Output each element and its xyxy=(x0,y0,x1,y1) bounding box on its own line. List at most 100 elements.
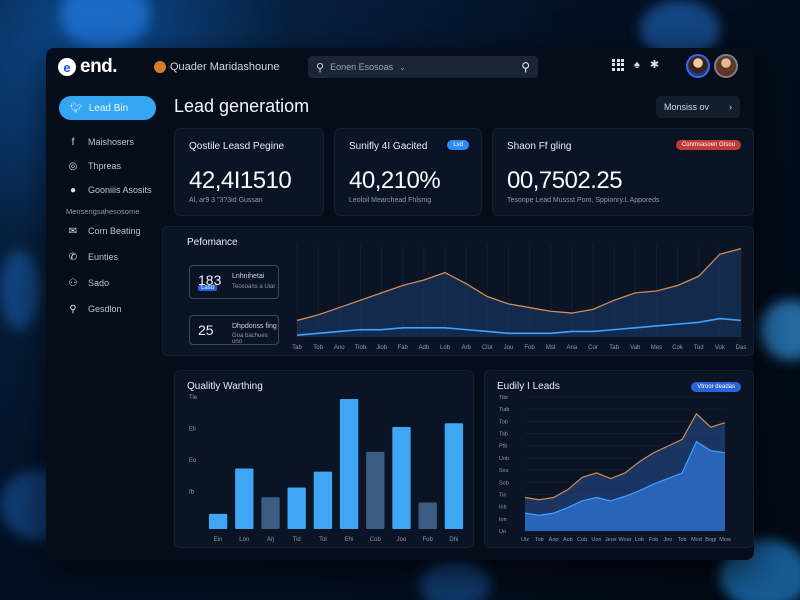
avatar[interactable] xyxy=(714,54,738,78)
x-tick-label: Cob xyxy=(370,537,382,543)
sidebar-section-label: Mensengsahesosome xyxy=(66,207,140,216)
x-tick-label: Jou xyxy=(504,345,514,351)
x-tick-label: Lob xyxy=(635,537,644,543)
chevron-down-icon[interactable]: ⌄ xyxy=(399,62,406,72)
search-input[interactable]: Eonen Esosoas xyxy=(330,62,394,72)
y-tick-label: Eli xyxy=(189,427,196,433)
kpi-badge: Conmsasoen Gtsou xyxy=(675,140,741,150)
sidebar-item-sado[interactable]: ⚇ Sado xyxy=(46,271,162,295)
people-icon: ⚇ xyxy=(68,277,78,289)
logo[interactable]: e end. xyxy=(58,56,118,78)
main-content: Lead generatiom Monsiss ov › Qostile Lea… xyxy=(162,86,754,560)
x-tick-label: Jeos xyxy=(605,537,617,543)
notification-icon[interactable]: ♠ xyxy=(634,58,640,71)
y-tick-label: Eo xyxy=(189,458,197,464)
monsiss-dropdown[interactable]: Monsiss ov › xyxy=(656,96,740,118)
legend-value: 25 xyxy=(198,322,214,338)
x-tick-label: Arb xyxy=(461,345,471,351)
x-tick-label: Fob xyxy=(649,537,658,543)
sidebar-item-label: Maishosers xyxy=(88,137,135,147)
lead-bin-button[interactable]: 🐦︎ Lead Bin xyxy=(59,96,156,120)
kpi-badge: Lsd xyxy=(447,140,469,150)
settings-icon[interactable]: ✱ xyxy=(649,59,660,71)
apps-grid-icon[interactable] xyxy=(612,58,624,71)
quality-card: Qualitly Warthing Tie Eli Eo Ib Ein Lon Arj Tid… xyxy=(174,370,474,548)
search-submit-icon[interactable]: ⚲ xyxy=(521,60,530,74)
x-tick-label: Bogi xyxy=(705,537,716,543)
y-tick-label: Tie xyxy=(189,395,198,401)
bar xyxy=(339,399,359,529)
quality-chart: Tie Eli Eo Ib Ein Lon Arj Tid Tol Ehi Cob Joo Fob Dhi xyxy=(189,395,464,543)
kpi-value: 40,210% xyxy=(349,167,441,194)
leads-series-1-line xyxy=(524,412,726,501)
y-tick-label: Sos xyxy=(499,468,509,474)
x-tick-label: Mst xyxy=(546,345,556,351)
leads-card: Eudily I Leads Vtroor deadas Tibr Tiab Tob… xyxy=(484,370,754,548)
facebook-icon: f xyxy=(71,136,75,148)
chat-icon: ● xyxy=(69,184,77,196)
x-tick-label: Aob xyxy=(563,537,573,543)
sidebar-item-label: Gooniiis Asosits xyxy=(88,185,152,195)
x-tick-label: Jiob xyxy=(376,345,388,351)
x-tick-label: Cob xyxy=(577,537,587,543)
y-tick-label: Ptb xyxy=(499,444,507,450)
leads-badge[interactable]: Vtroor deadas xyxy=(691,382,741,392)
y-tick-label: Tab xyxy=(499,432,508,438)
kpi-value: 00,7502.25 xyxy=(507,167,623,194)
x-tick-label: Tol xyxy=(319,537,327,543)
x-tick-label: Tiob xyxy=(355,345,367,351)
search-bar[interactable]: ⚲ Eonen Esosoas ⌄ ⚲ xyxy=(308,56,538,78)
sidebar-item-label: Gesdlon xyxy=(88,304,122,314)
x-tick-label: Vok xyxy=(715,345,726,351)
leads-area-2 xyxy=(525,441,725,531)
leads-title: Eudily I Leads xyxy=(497,381,560,392)
legend-value: 183 xyxy=(198,272,222,288)
performance-legend-1[interactable]: 183 Lasd Lnhnihetai Teosoans a Uiar xyxy=(189,265,279,299)
avatars xyxy=(686,54,738,78)
x-tick-label: Uon xyxy=(591,537,601,543)
x-tick-label: Lob xyxy=(440,345,451,351)
search-icon: ⚲ xyxy=(316,61,325,74)
avatar[interactable] xyxy=(686,54,710,78)
sidebar: 🐦︎ Lead Bin f Maishosers ◎ Thpreas ● Goo… xyxy=(46,86,162,560)
sidebar-item-thpreas[interactable]: ◎ Thpreas xyxy=(46,154,162,178)
performance-chart: Tab Tob Ano Tiob Jiob Fab Adb Lob Arb Clot Jou Fob M… xyxy=(292,245,746,351)
app-window: e end. Quader Maridashoune ⚲ Eonen Esoso… xyxy=(46,48,754,560)
sidebar-item-gooniiis[interactable]: ● Gooniiis Asosits xyxy=(46,178,162,202)
x-tick-label: Adb xyxy=(419,345,430,351)
performance-title: Pefomance xyxy=(187,237,238,248)
x-tick-label: Tob xyxy=(313,345,323,351)
top-bar: e end. Quader Maridashoune ⚲ Eonen Esoso… xyxy=(46,48,754,86)
x-tick-label: Vab xyxy=(630,345,641,351)
kpi-card-2[interactable]: Sunifly 4I Gacited Lsd 40,210% Leoloil M… xyxy=(334,128,482,216)
brand: Quader Maridashoune xyxy=(154,61,279,73)
bar xyxy=(392,427,411,529)
sidebar-item-maishosers[interactable]: f Maishosers xyxy=(46,130,162,154)
top-icons: ♠ ✱ xyxy=(612,58,659,71)
bar xyxy=(418,502,437,529)
x-tick-label: Uiz xyxy=(521,537,529,543)
brand-text: Quader Maridashoune xyxy=(170,61,280,73)
x-tick-label: Fob xyxy=(423,537,434,543)
page-title: Lead generatiom xyxy=(174,96,310,116)
sidebar-item-gesdlon[interactable]: ⚲ Gesdlon xyxy=(46,297,162,321)
y-tick-label: Tiab xyxy=(499,407,510,413)
x-tick-label: Clot xyxy=(482,345,493,351)
x-tick-label: Ein xyxy=(214,537,223,543)
kpi-card-3[interactable]: Shaon Ff gling Conmsasoen Gtsou 00,7502.… xyxy=(492,128,754,216)
search-icon: ⚲ xyxy=(69,303,77,315)
performance-legend-2[interactable]: 25 Dhpdonss fing Goa bachues ono xyxy=(189,315,279,345)
sidebar-item-label: Eunties xyxy=(88,252,119,262)
sidebar-item-eunties[interactable]: ✆ Eunties xyxy=(46,245,162,269)
kpi-card-1[interactable]: Qostile Leasd Pegine 42,4I1510 Al, ar9 3… xyxy=(174,128,324,216)
x-tick-label: Cok xyxy=(672,345,684,351)
phone-icon: ✆ xyxy=(68,251,78,263)
leads-series-2-line xyxy=(524,440,726,516)
legend-subtitle: Goa bachues ono xyxy=(232,333,268,345)
kpi-subtitle: Al, ar9 3 "3?3id Gussan xyxy=(189,197,263,204)
sidebar-item-corn-beating[interactable]: ✉ Corn Beating xyxy=(46,219,162,243)
globe-icon: ◎ xyxy=(68,160,78,172)
x-tick-label: Tab xyxy=(609,345,619,351)
x-tick-label: Tab xyxy=(292,345,302,351)
x-tick-label: Tid xyxy=(293,537,301,543)
